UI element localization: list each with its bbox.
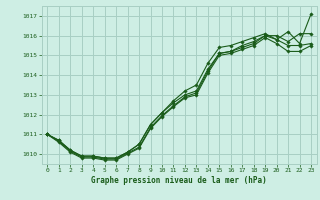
X-axis label: Graphe pression niveau de la mer (hPa): Graphe pression niveau de la mer (hPa) [91, 176, 267, 185]
